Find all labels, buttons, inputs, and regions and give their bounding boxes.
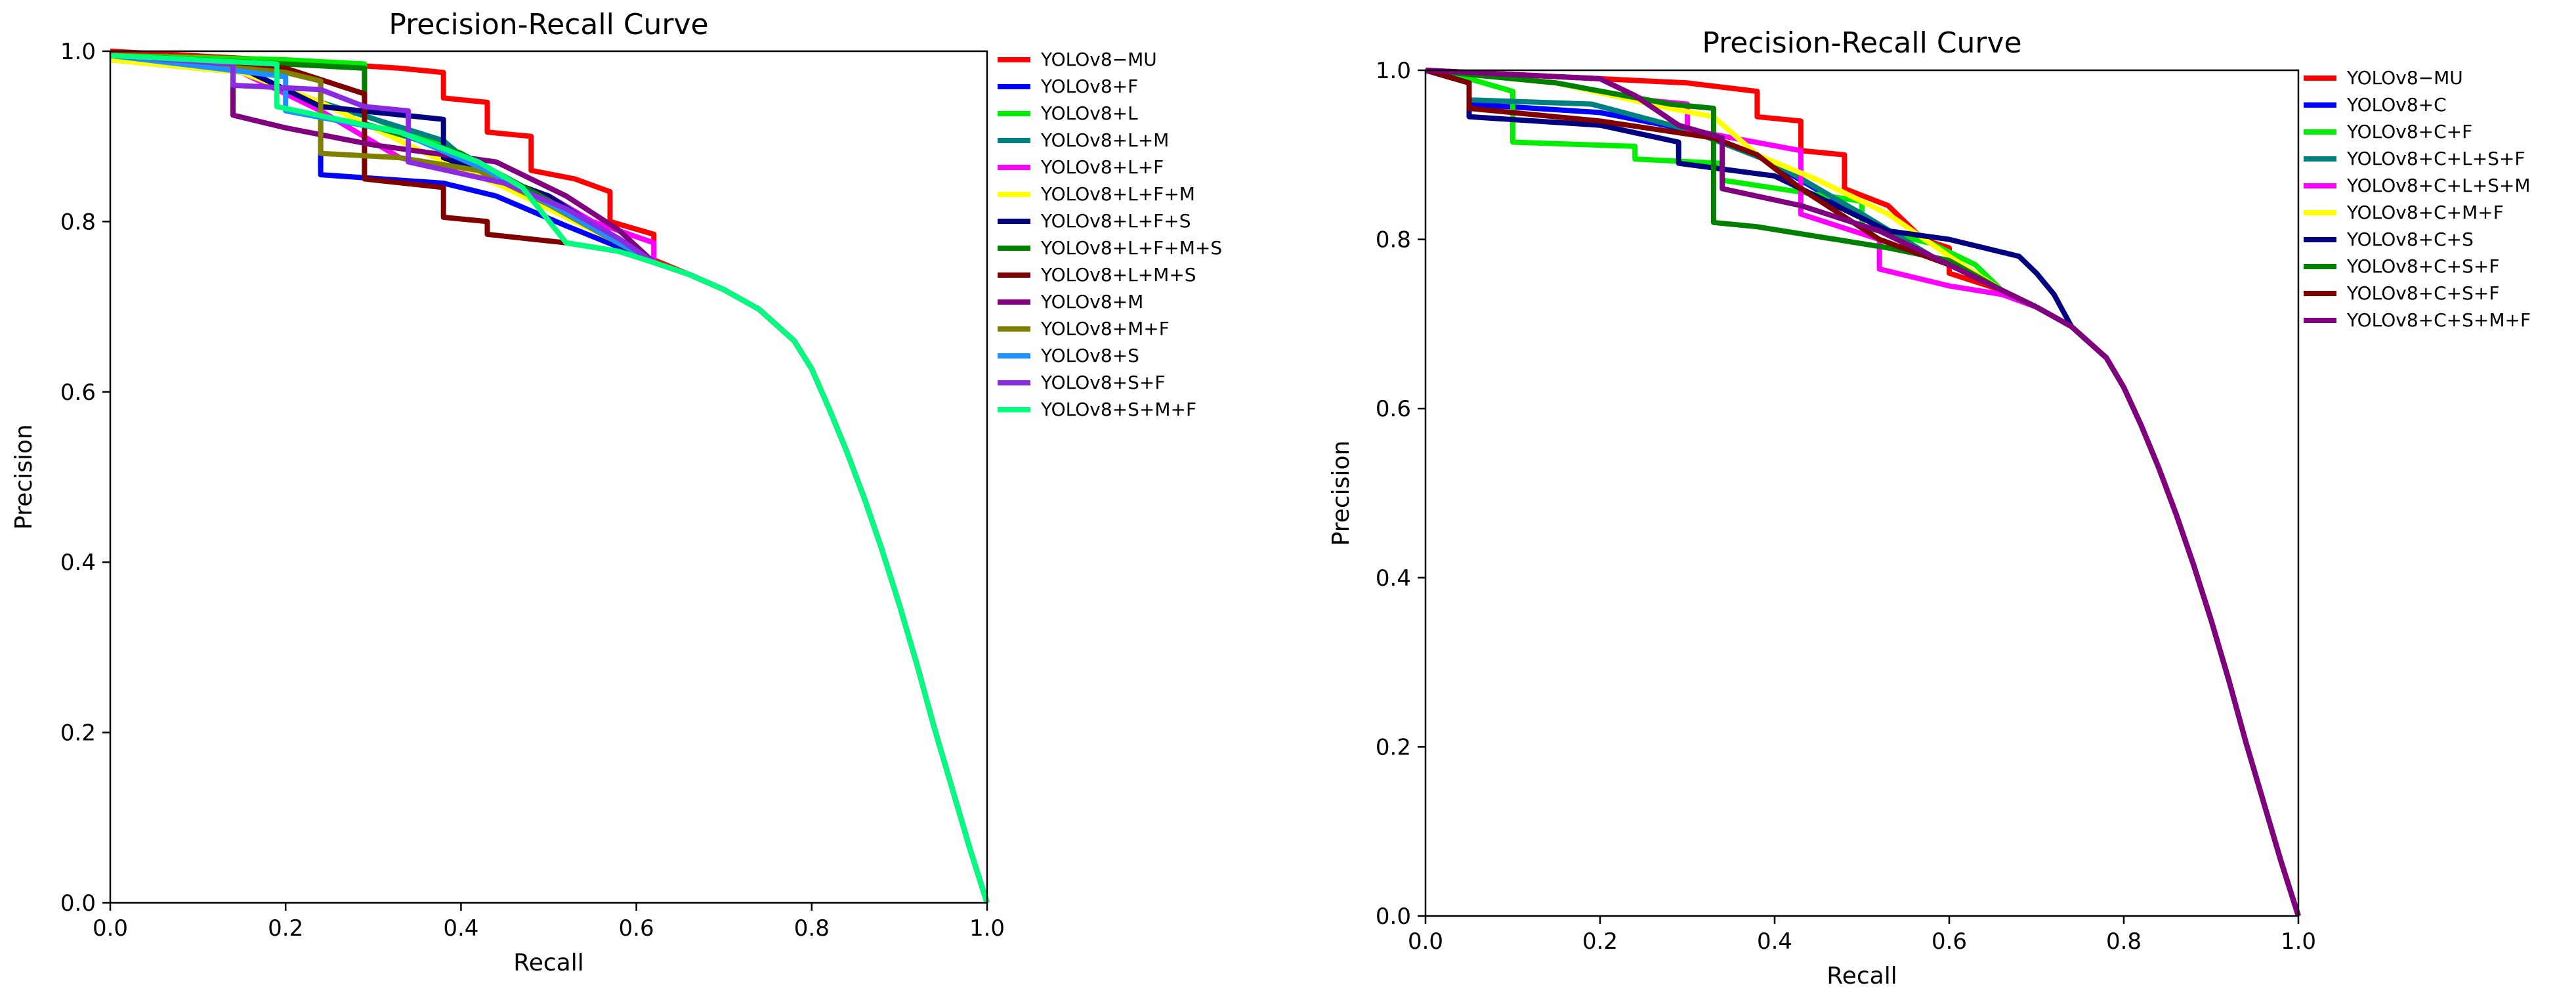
legend-item: YOLOv8+C+S+F	[2304, 255, 2499, 277]
x-axis-label: Recall	[1826, 963, 1897, 990]
legend-label: YOLOv8+C+L+S+F	[2346, 148, 2525, 169]
y-tick-label: 0.0	[1376, 904, 1411, 930]
legend-item: YOLOv8+C+F	[2304, 121, 2472, 142]
legend-item: YOLOv8+S+M+F	[998, 399, 1196, 420]
x-tick-label: 1.0	[969, 915, 1005, 942]
legend-label: YOLOv8+L+M	[1040, 129, 1169, 151]
y-tick-label: 0.8	[1376, 227, 1411, 253]
legend-label: YOLOv8−MU	[1040, 49, 1157, 70]
legend: YOLOv8−MU YOLOv8+C YOLOv8+C+F YOLOv8+C+L+S+…	[2304, 67, 2531, 331]
legend-label: YOLOv8+S+M+F	[1040, 399, 1196, 420]
plot-frame	[109, 50, 988, 904]
legend-item: YOLOv8+L+M	[998, 129, 1169, 151]
legend-label: YOLOv8+S	[1040, 345, 1139, 366]
legend-label: YOLOv8+C+S+F	[2346, 255, 2499, 277]
x-tick-label: 0.0	[93, 915, 128, 942]
legend-item: YOLOv8+C+L+S+M	[2304, 175, 2531, 196]
y-tick-label: 1.0	[1376, 58, 1411, 84]
legend-label: YOLOv8+L+M+S	[1040, 264, 1196, 286]
chart-left: Precision-Recall Curve 0.0 0.2 0.4 0.6 0.8 1.0…	[11, 8, 1222, 976]
legend-item: YOLOv8+C+S+M+F	[2304, 309, 2531, 331]
legend-item: YOLOv8+C	[2304, 94, 2447, 116]
x-axis: 0.0 0.2 0.4 0.6 0.8 1.0 Recall	[1408, 916, 2316, 990]
legend-label: YOLOv8+L+F+S	[1040, 210, 1191, 232]
x-axis: 0.0 0.2 0.4 0.6 0.8 1.0 Recall	[93, 903, 1005, 976]
legend-item: YOLOv8+S+F	[998, 372, 1165, 393]
y-tick-label: 0.6	[60, 380, 96, 406]
legend-label: YOLOv8+L+F	[1040, 156, 1164, 178]
y-tick-label: 0.4	[60, 550, 96, 576]
chart-right: Precision-Recall Curve 0.0 0.2 0.4 0.6 0.8 1.0…	[1328, 26, 2531, 990]
legend-label: YOLOv8+M	[1040, 291, 1143, 313]
legend-item: YOLOv8+L	[998, 102, 1138, 124]
y-tick-label: 0.6	[1376, 396, 1411, 422]
y-tick-label: 0.8	[60, 209, 96, 235]
legend-item: YOLOv8+C+M+F	[2304, 202, 2504, 223]
x-tick-label: 0.6	[1932, 928, 1967, 955]
y-tick-label: 0.2	[60, 720, 96, 747]
x-tick-label: 0.2	[268, 915, 303, 942]
legend-item: YOLOv8+C+S	[2304, 229, 2474, 250]
y-axis: 0.0 0.2 0.4 0.6 0.8 1.0 Precision	[1328, 58, 1425, 930]
x-tick-label: 0.4	[443, 915, 478, 942]
y-axis: 0.0 0.2 0.4 0.6 0.8 1.0 Precision	[11, 39, 110, 917]
series-line-9	[1425, 68, 2301, 917]
legend-label: YOLOv8+C	[2346, 94, 2447, 116]
legend-item: YOLOv8−MU	[998, 49, 1157, 70]
legend-label: YOLOv8+C+S+F	[2346, 282, 2499, 304]
legend-item: YOLOv8+C+S+F	[2304, 282, 2499, 304]
legend-label: YOLOv8+C+S	[2346, 229, 2474, 250]
legend-label: YOLOv8+L+F+M	[1040, 183, 1195, 205]
legend-item: YOLOv8+L+F+M	[998, 183, 1195, 205]
y-tick-label: 0.2	[1376, 734, 1411, 760]
series-lines	[1424, 68, 2301, 917]
legend-label: YOLOv8+L	[1040, 102, 1138, 124]
legend-item: YOLOv8−MU	[2304, 67, 2463, 89]
x-tick-label: 0.8	[2106, 928, 2142, 955]
x-tick-label: 0.6	[619, 915, 654, 942]
legend-item: YOLOv8+C+L+S+F	[2304, 148, 2525, 169]
x-tick-label: 0.4	[1757, 928, 1792, 955]
legend-label: YOLOv8+C+S+M+F	[2346, 309, 2531, 331]
y-tick-label: 0.0	[60, 890, 96, 917]
legend-item: YOLOv8+F	[998, 76, 1138, 97]
x-tick-label: 0.8	[794, 915, 830, 942]
legend-item: YOLOv8+M+F	[998, 318, 1170, 339]
legend-label: YOLOv8+L+F+M+S	[1040, 237, 1222, 259]
y-tick-label: 1.0	[60, 39, 96, 65]
y-axis-label: Precision	[11, 424, 37, 530]
legend-label: YOLOv8+C+L+S+M	[2346, 175, 2531, 196]
plot-frame	[1424, 69, 2300, 917]
legend-item: YOLOv8+M	[998, 291, 1143, 313]
legend-label: YOLOv8+M+F	[1040, 318, 1170, 339]
x-tick-label: 1.0	[2281, 928, 2316, 955]
legend-label: YOLOv8+F	[1040, 76, 1138, 97]
legend-item: YOLOv8+S	[998, 345, 1139, 366]
y-tick-label: 0.4	[1376, 565, 1411, 592]
legend-item: YOLOv8+L+F+S	[998, 210, 1191, 232]
x-tick-label: 0.2	[1582, 928, 1618, 955]
legend-label: YOLOv8+S+F	[1040, 372, 1165, 393]
legend-label: YOLOv8−MU	[2346, 67, 2463, 89]
legend-item: YOLOv8+L+F+M+S	[998, 237, 1222, 259]
legend-label: YOLOv8+C+M+F	[2346, 202, 2504, 223]
series-line-13	[110, 53, 990, 904]
x-tick-label: 0.0	[1408, 928, 1443, 955]
chart-title: Precision-Recall Curve	[389, 8, 708, 41]
y-axis-label: Precision	[1328, 441, 1355, 546]
legend: YOLOv8−MU YOLOv8+F YOLOv8+L YOLOv8+L+M YOLOv…	[998, 49, 1222, 420]
legend-item: YOLOv8+L+F	[998, 156, 1164, 178]
legend-label: YOLOv8+C+F	[2346, 121, 2472, 142]
legend-item: YOLOv8+L+M+S	[998, 264, 1196, 286]
x-axis-label: Recall	[513, 949, 583, 976]
series-lines	[110, 49, 990, 904]
chart-title: Precision-Recall Curve	[1702, 26, 2021, 60]
